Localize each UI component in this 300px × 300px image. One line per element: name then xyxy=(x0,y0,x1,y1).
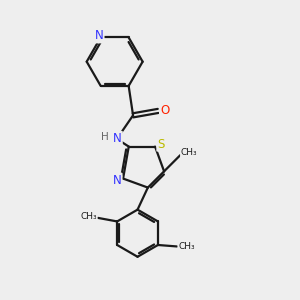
Text: N: N xyxy=(113,173,122,187)
Text: O: O xyxy=(160,104,169,117)
Text: N: N xyxy=(113,132,122,145)
Text: S: S xyxy=(157,138,165,151)
Text: H: H xyxy=(100,131,108,142)
Text: N: N xyxy=(95,29,103,43)
Text: CH₃: CH₃ xyxy=(181,148,197,157)
Text: CH₃: CH₃ xyxy=(178,242,195,251)
Text: CH₃: CH₃ xyxy=(80,212,97,221)
